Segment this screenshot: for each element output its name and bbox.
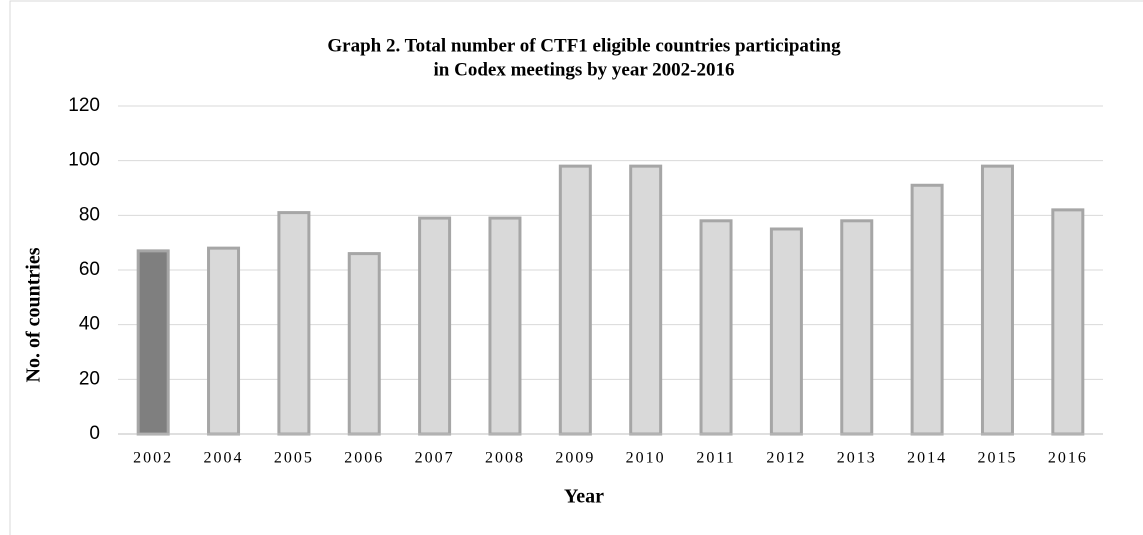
- x-tick-label: 2015: [977, 450, 1017, 467]
- bar: [629, 164, 663, 436]
- bar: [488, 216, 522, 436]
- y-tick-label: 40: [79, 314, 100, 335]
- bar: [558, 164, 592, 436]
- x-tick-label: 2006: [344, 450, 384, 467]
- x-tick-label: 2016: [1048, 450, 1088, 467]
- y-tick-label: 0: [89, 423, 100, 444]
- bar: [840, 219, 874, 436]
- x-tick-label: 2013: [837, 450, 877, 467]
- x-tick-label: 2008: [485, 450, 525, 467]
- bar: [910, 183, 944, 436]
- chart-title: in Codex meetings by year 2002-2016: [434, 59, 735, 80]
- y-tick-label: 80: [79, 204, 100, 225]
- x-tick-label: 2007: [415, 450, 455, 467]
- bar: [980, 164, 1014, 436]
- x-tick-label: 2002: [133, 450, 173, 467]
- x-tick-label: 2010: [626, 450, 666, 467]
- chart-title: Graph 2. Total number of CTF1 eligible c…: [327, 35, 841, 56]
- x-tick-label: 2009: [555, 450, 595, 467]
- x-tick-label: 2014: [907, 450, 947, 467]
- x-axis-label: Year: [564, 486, 604, 508]
- bar: [277, 211, 311, 436]
- bar: [207, 246, 241, 436]
- y-axis-label: No. of countries: [23, 247, 45, 382]
- y-tick-label: 120: [68, 95, 100, 116]
- bar: [769, 227, 803, 436]
- bar: [1051, 208, 1085, 436]
- x-tick-label: 2011: [696, 450, 735, 467]
- bar: [699, 219, 733, 436]
- x-tick-label: 2012: [766, 450, 806, 467]
- y-tick-label: 20: [79, 368, 100, 389]
- x-tick-label: 2005: [274, 450, 314, 467]
- bar: [136, 249, 170, 436]
- x-tick-label: 2004: [204, 450, 244, 467]
- bar: [347, 252, 381, 436]
- y-tick-label: 60: [79, 259, 100, 280]
- bar: [418, 216, 452, 436]
- chart-frame: [9, 0, 1143, 535]
- y-tick-label: 100: [68, 150, 100, 171]
